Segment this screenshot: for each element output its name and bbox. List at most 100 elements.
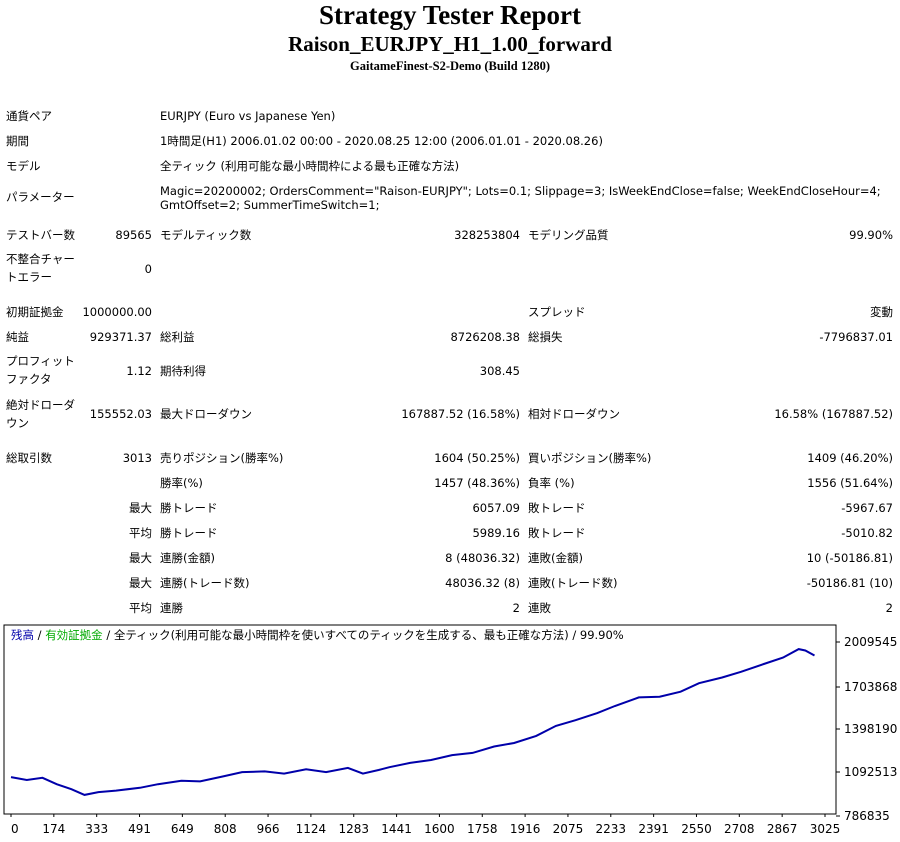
largest-win-value: 6057.09 [472, 501, 520, 515]
report-title: Strategy Tester Report [319, 0, 581, 30]
chart-legend: 残高 / 有効証拠金 / 全ティック(利用可能な最小時間枠を使いすべてのティック… [11, 628, 624, 642]
max-cons-wins-label: 連勝(金額) [160, 551, 215, 565]
profit-factor-value: 1.12 [126, 364, 152, 378]
win-pct-label: 勝率(%) [160, 476, 203, 490]
largest-win-label: 勝トレード [160, 501, 218, 515]
loss-pct-value: 1556 (51.64%) [807, 476, 893, 490]
y-axis-ticks: 2009545 1703868 1398190 1092513 786835 [836, 635, 897, 823]
model-label: モデル [6, 159, 41, 173]
max-cons-loss-label: 連敗(トレード数) [528, 576, 618, 590]
max-drawdown-label: 最大ドローダウン [160, 407, 252, 421]
net-profit-label: 純益 [6, 330, 29, 344]
largest-loss-label: 敗トレード [528, 501, 586, 515]
spread-value: 変動 [870, 305, 893, 319]
x-tick-label: 2233 [596, 822, 627, 836]
quality-value: 99.90% [849, 228, 893, 242]
avg-win-value: 5989.16 [472, 526, 520, 540]
max-cons-wins-value: 8 (48036.32) [445, 551, 520, 565]
max-label: 最大 [129, 501, 152, 515]
report-subtitle: Raison_EURJPY_H1_1.00_forward [288, 32, 612, 56]
expected-payoff-value: 308.45 [479, 364, 520, 378]
max-label: 最大 [129, 551, 152, 565]
win-pct-value: 1457 (48.36%) [434, 476, 520, 490]
y-tick-label: 1398190 [844, 722, 897, 736]
max-cons-profit-label: 連勝(トレード数) [160, 576, 250, 590]
expected-payoff-label: 期待利得 [160, 364, 206, 378]
avg-label: 平均 [129, 526, 152, 540]
gross-profit-value: 8726208.38 [450, 330, 520, 344]
gross-profit-label: 総利益 [160, 330, 195, 344]
symbol-value: EURJPY (Euro vs Japanese Yen) [160, 109, 336, 123]
avg-cons-losses-label: 連敗 [528, 601, 551, 615]
long-positions-value: 1409 (46.20%) [807, 451, 893, 465]
x-tick-label: 174 [42, 822, 65, 836]
model-value: 全ティック (利用可能な最小時間枠による最も正確な方法) [160, 159, 460, 173]
x-tick-label: 0 [11, 822, 19, 836]
x-tick-label: 808 [214, 822, 237, 836]
legend-balance: 残高 [11, 628, 34, 642]
y-tick-label: 2009545 [844, 635, 897, 649]
abs-drawdown-label-2: ウン [6, 416, 29, 430]
abs-drawdown-label-1: 絶対ドローダ [6, 398, 75, 412]
deposit-value: 1000000.00 [82, 305, 152, 319]
bars-label: テストバー数 [6, 228, 75, 242]
x-tick-label: 1758 [467, 822, 498, 836]
profit-factor-label-2: ファクタ [6, 372, 52, 386]
x-tick-label: 649 [171, 822, 194, 836]
y-tick-label: 1703868 [844, 680, 897, 694]
max-label: 最大 [129, 576, 152, 590]
long-positions-label: 買いポジション(勝率%) [528, 451, 652, 465]
x-tick-label: 491 [128, 822, 151, 836]
ticks-label: モデルティック数 [160, 228, 252, 242]
profit-factor-label-1: プロフィット [6, 354, 75, 368]
legend-description: 全ティック(利用可能な最小時間枠を使いすべてのティックを生成する、最も正確な方法… [114, 628, 624, 642]
max-cons-profit-value: 48036.32 (8) [445, 576, 520, 590]
max-cons-losses-value: 10 (-50186.81) [806, 551, 893, 565]
x-tick-label: 3025 [810, 822, 841, 836]
plot-frame [3, 624, 837, 815]
x-tick-label: 966 [257, 822, 280, 836]
y-tick-label: 1092513 [844, 765, 897, 779]
quality-label: モデリング品質 [528, 228, 609, 242]
total-trades-label: 総取引数 [6, 451, 52, 465]
short-positions-value: 1604 (50.25%) [434, 451, 520, 465]
largest-loss-value: -5967.67 [841, 501, 893, 515]
balance-chart-svg: 残高 / 有効証拠金 / 全ティック(利用可能な最小時間枠を使いすべてのティック… [3, 624, 897, 836]
total-trades-value: 3013 [122, 451, 152, 465]
net-profit-value: 929371.37 [89, 330, 152, 344]
x-tick-label: 333 [85, 822, 108, 836]
avg-cons-wins-label: 連勝 [160, 601, 183, 615]
x-axis-ticks: 0 174 333 491 649 808 966 1124 1283 1441 1600 1758 1… [10, 814, 841, 836]
bars-value: 89565 [115, 228, 152, 242]
x-tick-label: 1600 [424, 822, 455, 836]
legend-equity: 有効証拠金 [45, 628, 103, 642]
x-tick-label: 1124 [296, 822, 327, 836]
legend-sep-2: / [103, 628, 114, 642]
max-drawdown-value: 167887.52 (16.58%) [401, 407, 520, 421]
avg-loss-value: -5010.82 [841, 526, 893, 540]
x-tick-label: 2550 [681, 822, 712, 836]
ticks-value: 328253804 [454, 228, 520, 242]
period-label: 期間 [6, 134, 29, 148]
loss-pct-label: 負率 (%) [528, 476, 575, 490]
mismatch-value: 0 [144, 262, 152, 276]
params-value: Magic=20200002; OrdersComment="Raison-EU… [160, 184, 881, 212]
y-tick-label: 786835 [844, 809, 890, 823]
avg-loss-label: 敗トレード [528, 526, 586, 540]
rel-drawdown-value: 16.58% (167887.52) [774, 407, 893, 421]
x-tick-label: 2391 [638, 822, 669, 836]
avg-cons-wins-value: 2 [512, 601, 520, 615]
gross-loss-value: -7796837.01 [819, 330, 893, 344]
x-tick-label: 2708 [724, 822, 755, 836]
gross-loss-label: 総損失 [528, 330, 563, 344]
x-tick-label: 2867 [767, 822, 798, 836]
avg-cons-losses-value: 2 [885, 601, 893, 615]
balance-chart: 残高 / 有効証拠金 / 全ティック(利用可能な最小時間枠を使いすべてのティック… [3, 624, 897, 838]
avg-label: 平均 [129, 601, 152, 615]
balance-series-line [10, 648, 815, 796]
abs-drawdown-value: 155552.03 [89, 407, 152, 421]
x-tick-label: 2075 [553, 822, 584, 836]
short-positions-label: 売りポジション(勝率%) [160, 451, 284, 465]
deposit-label: 初期証拠金 [6, 305, 64, 319]
mismatch-label-1: 不整合チャー [6, 252, 75, 266]
